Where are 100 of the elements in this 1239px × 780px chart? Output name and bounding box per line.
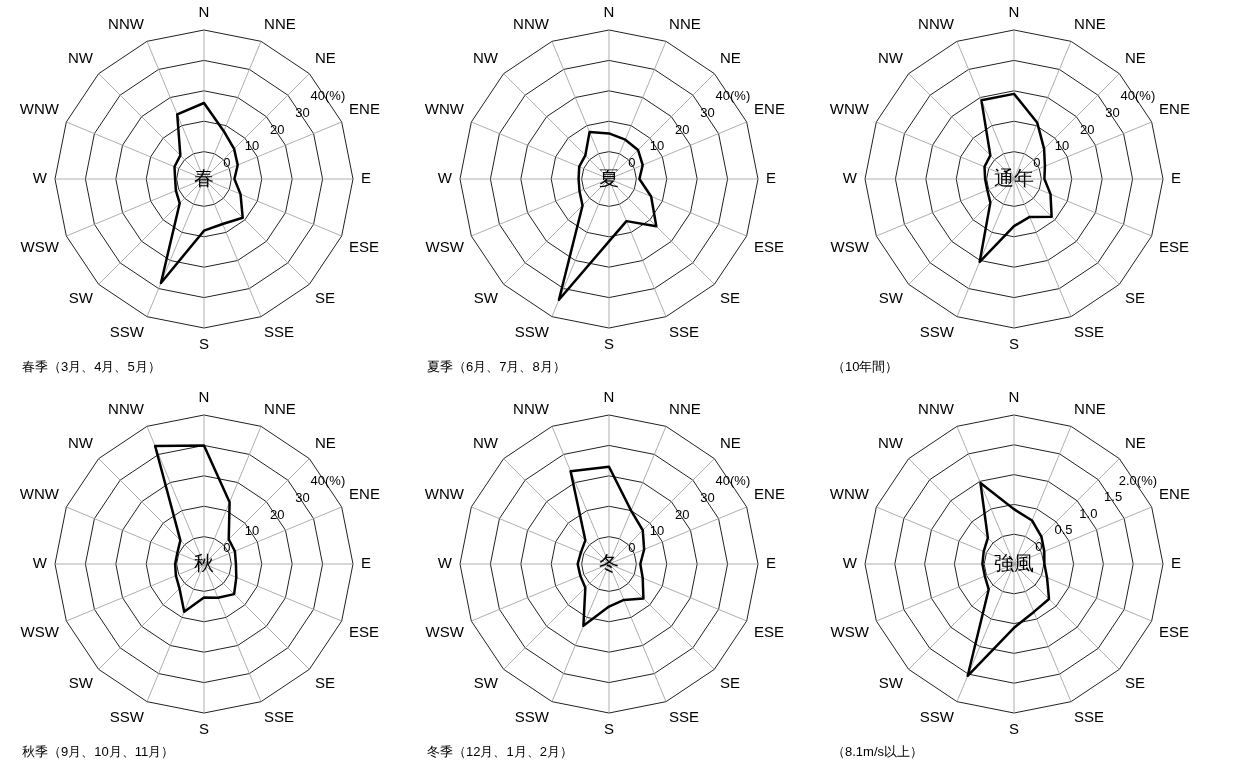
spoke-label: WSW bbox=[425, 623, 465, 641]
spoke-label: SW bbox=[473, 674, 499, 692]
y-tick-label: 10 bbox=[244, 523, 260, 539]
text: 夏 bbox=[599, 166, 619, 189]
spoke-label: ESE bbox=[1159, 623, 1190, 641]
y-tick-label: 30 bbox=[295, 489, 310, 505]
spoke-label: NNE bbox=[264, 400, 296, 418]
spoke-label: SSE bbox=[264, 708, 295, 726]
spoke-label: SE bbox=[720, 289, 741, 307]
y-tick-label: 0.5 bbox=[1054, 522, 1073, 538]
spoke-label: SW bbox=[68, 674, 94, 692]
spoke-label: SSW bbox=[109, 323, 145, 341]
spoke-label: SE bbox=[1125, 289, 1146, 307]
spoke-label: W bbox=[437, 554, 453, 572]
text: 秋 bbox=[194, 551, 214, 574]
spoke-label: NNW bbox=[513, 400, 550, 418]
y-tick-label: 0 bbox=[1033, 155, 1041, 171]
spoke-label: NW bbox=[67, 434, 94, 452]
spoke-label: S bbox=[198, 720, 210, 738]
spoke-label: NE bbox=[720, 49, 741, 67]
spoke-label: SSE bbox=[1074, 708, 1105, 726]
text: （8.1m/s以上） bbox=[832, 743, 924, 761]
text: 春 bbox=[194, 166, 214, 189]
y-tick-label: 20 bbox=[270, 506, 285, 522]
y-tick-label: 40(%) bbox=[1120, 87, 1156, 103]
y-tick-label: 10 bbox=[649, 523, 665, 539]
text: 通年 bbox=[994, 166, 1034, 189]
text: 冬 bbox=[599, 551, 619, 574]
spoke-label: SSE bbox=[669, 323, 700, 341]
spoke-label: WNW bbox=[424, 100, 465, 118]
spoke-label: ESE bbox=[349, 623, 380, 641]
text: 夏季（6月、7月、8月） bbox=[427, 358, 567, 376]
spoke-label: NNW bbox=[918, 15, 955, 33]
spoke-label: WSW bbox=[830, 238, 870, 256]
spoke-label: SSE bbox=[264, 323, 295, 341]
y-tick-label: 30 bbox=[1105, 104, 1120, 120]
spoke-label: S bbox=[603, 335, 615, 353]
spoke-label: N bbox=[198, 388, 210, 406]
text: 冬季（12月、1月、2月） bbox=[427, 743, 574, 761]
spoke-label: SW bbox=[878, 289, 904, 307]
spoke-label: SW bbox=[68, 289, 94, 307]
y-tick-label: 20 bbox=[675, 121, 690, 137]
spoke-label: NNE bbox=[1074, 400, 1106, 418]
spoke-label: E bbox=[361, 169, 372, 187]
y-tick-label: 20 bbox=[270, 121, 285, 137]
spoke-label: SSW bbox=[919, 323, 955, 341]
spoke-label: SSE bbox=[669, 708, 700, 726]
y-tick-label: 0 bbox=[223, 540, 231, 556]
spoke-label: NNW bbox=[918, 400, 955, 418]
spoke-label: SSW bbox=[514, 323, 550, 341]
spoke-label: S bbox=[1008, 335, 1020, 353]
spoke-label: WNW bbox=[424, 485, 465, 503]
y-tick-label: 20 bbox=[1080, 121, 1095, 137]
spoke-label: NNW bbox=[108, 400, 145, 418]
y-tick-label: 40(%) bbox=[310, 472, 346, 488]
y-tick-label: 1.0 bbox=[1079, 505, 1098, 521]
spoke-label: WNW bbox=[19, 485, 60, 503]
y-tick-label: 20 bbox=[675, 506, 690, 522]
spoke-label: SSW bbox=[109, 708, 145, 726]
y-tick-label: 30 bbox=[700, 104, 715, 120]
spoke-label: N bbox=[1008, 3, 1020, 21]
spoke-label: NNE bbox=[1074, 15, 1106, 33]
spoke-label: SSW bbox=[919, 708, 955, 726]
spoke-label: SW bbox=[473, 289, 499, 307]
spoke-label: W bbox=[437, 169, 453, 187]
spoke-label: ENE bbox=[349, 485, 380, 503]
spoke-label: ENE bbox=[754, 485, 785, 503]
spoke-label: NW bbox=[67, 49, 94, 67]
spoke-label: ENE bbox=[1159, 100, 1190, 118]
spoke-label: NW bbox=[877, 434, 904, 452]
spoke-label: NE bbox=[1125, 434, 1146, 452]
spoke-label: WNW bbox=[829, 485, 870, 503]
spoke-label: SW bbox=[878, 674, 904, 692]
y-tick-label: 30 bbox=[700, 489, 715, 505]
spoke-label: E bbox=[1171, 554, 1182, 572]
y-tick-label: 40(%) bbox=[310, 87, 346, 103]
y-tick-label: 10 bbox=[649, 138, 665, 154]
spoke-label: SSE bbox=[1074, 323, 1105, 341]
spoke-label: N bbox=[603, 388, 615, 406]
spoke-label: NE bbox=[315, 434, 336, 452]
spoke-label: S bbox=[1008, 720, 1020, 738]
spoke-label: NW bbox=[877, 49, 904, 67]
y-tick-label: 30 bbox=[295, 104, 310, 120]
spoke-label: ENE bbox=[1159, 485, 1190, 503]
spoke-label: NNE bbox=[669, 400, 701, 418]
text: 強風 bbox=[994, 551, 1034, 574]
spoke-label: ESE bbox=[754, 623, 785, 641]
spoke-label: W bbox=[32, 169, 48, 187]
spoke-label: NE bbox=[720, 434, 741, 452]
y-tick-label: 0 bbox=[628, 540, 636, 556]
y-tick-label: 10 bbox=[244, 138, 260, 154]
spoke-label: N bbox=[198, 3, 210, 21]
spoke-label: WSW bbox=[830, 623, 870, 641]
spoke-label: SE bbox=[315, 674, 336, 692]
spoke-label: WNW bbox=[19, 100, 60, 118]
y-tick-label: 2.0(%) bbox=[1118, 472, 1158, 488]
y-tick-label: 40(%) bbox=[715, 87, 751, 103]
spoke-label: NNE bbox=[264, 15, 296, 33]
spoke-label: W bbox=[842, 169, 858, 187]
text: 春季（3月、4月、5月） bbox=[22, 358, 162, 376]
